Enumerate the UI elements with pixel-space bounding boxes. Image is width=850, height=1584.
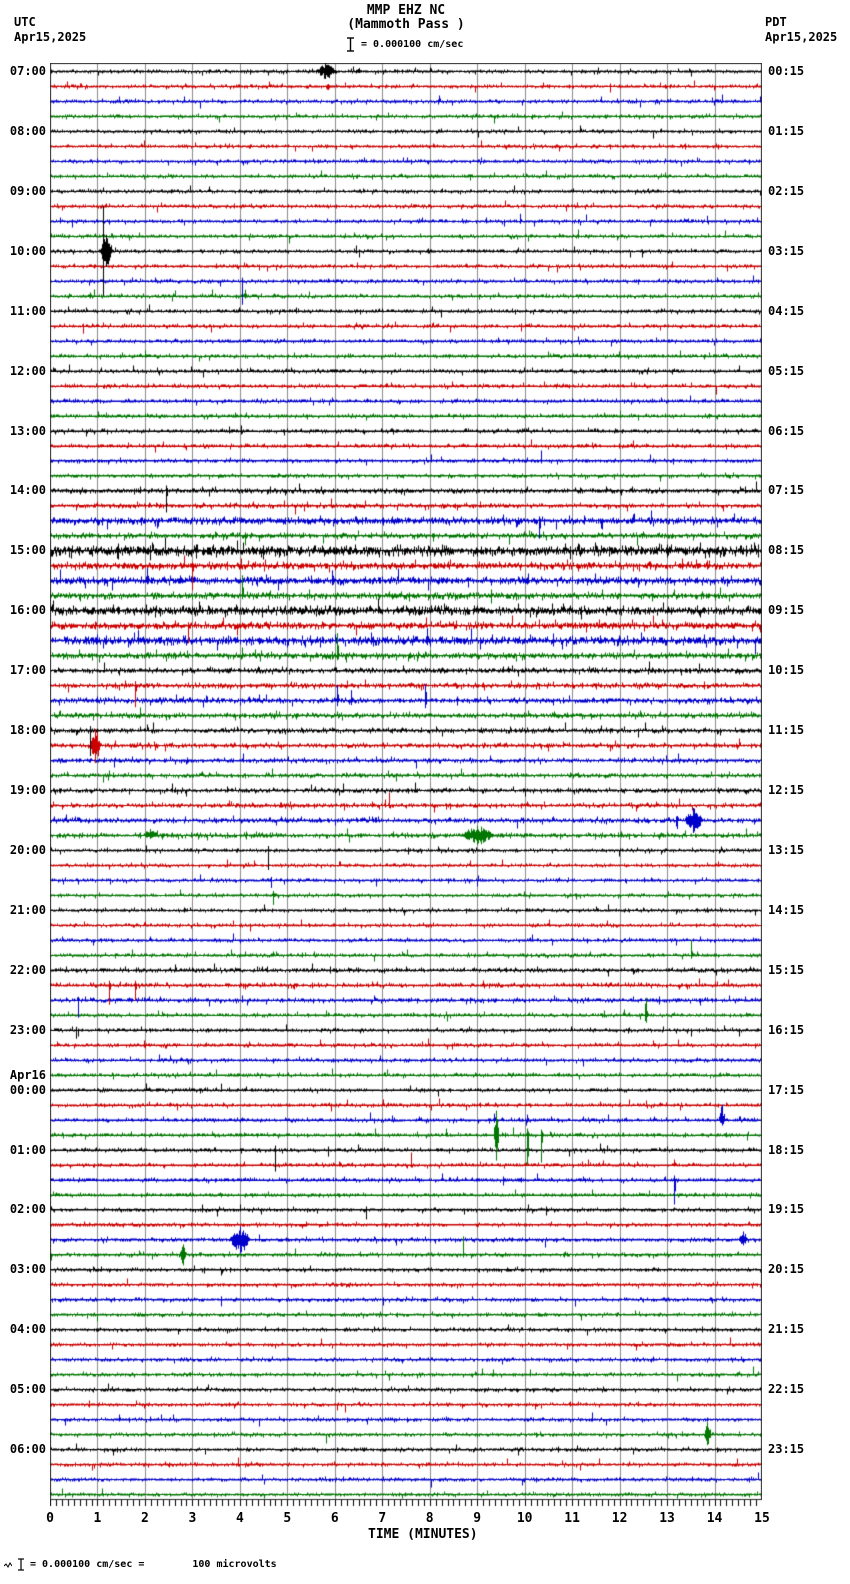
utc-hour-label: 03:00 <box>9 1262 46 1277</box>
x-tick-label: 15 <box>754 1511 770 1526</box>
pdt-hour-label: 10:15 <box>768 663 805 678</box>
utc-tz-label: UTC <box>14 15 36 29</box>
utc-hour-label: 20:00 <box>9 842 46 857</box>
pdt-hour-label: 05:15 <box>768 363 805 378</box>
x-tick-label: 11 <box>564 1511 580 1526</box>
utc-hour-label: 15:00 <box>9 543 46 558</box>
pdt-hour-label: 19:15 <box>768 1202 805 1217</box>
pdt-hour-label: 13:15 <box>768 842 805 857</box>
x-tick-label: 3 <box>188 1511 197 1526</box>
pdt-hour-label: 18:15 <box>768 1142 805 1157</box>
footnote-value: 100 microvolts <box>192 1559 277 1570</box>
x-tick-label: 4 <box>235 1511 244 1526</box>
x-tick-label: 5 <box>283 1511 292 1526</box>
pdt-hour-label: 11:15 <box>768 723 805 738</box>
x-tick-label: 14 <box>706 1511 723 1526</box>
utc-day-rollover-label: Apr16 <box>9 1067 46 1082</box>
x-tick-label: 8 <box>425 1511 434 1526</box>
pdt-hour-label: 02:15 <box>768 183 805 198</box>
utc-hour-label: 11:00 <box>9 303 46 318</box>
x-tick-label: 13 <box>659 1511 675 1526</box>
station-title: MMP EHZ NC <box>366 3 446 18</box>
utc-hour-label: 17:00 <box>9 663 46 678</box>
utc-hour-label: 13:00 <box>9 423 46 438</box>
utc-hour-label: 19:00 <box>9 783 46 798</box>
scale-bar-icon <box>346 37 355 52</box>
x-tick-label: 7 <box>378 1511 387 1526</box>
utc-hour-label: 14:00 <box>9 483 46 498</box>
footnote-equation: = 0.000100 cm/sec = <box>30 1559 145 1570</box>
utc-header: UTC Apr15,2025 <box>14 15 86 45</box>
pdt-hour-label: 07:15 <box>768 483 805 498</box>
utc-hour-label: 21:00 <box>9 902 46 917</box>
pdt-hour-label: 15:15 <box>768 962 805 977</box>
scale-label: = 0.000100 cm/sec <box>361 39 464 50</box>
pdt-hour-label: 03:15 <box>768 243 805 258</box>
pdt-date-label: Apr15,2025 <box>765 30 838 44</box>
pdt-hour-label: 08:15 <box>768 543 805 558</box>
utc-hour-label: 02:00 <box>9 1202 46 1217</box>
seismogram-plot[interactable] <box>50 63 762 1508</box>
mini-trace-icon <box>4 1561 12 1568</box>
x-tick-label: 9 <box>473 1511 482 1526</box>
pdt-tz-label: PDT <box>765 15 787 29</box>
utc-hour-label: 06:00 <box>9 1442 46 1457</box>
pdt-hour-label: 09:15 <box>768 603 805 618</box>
utc-hour-label: 23:00 <box>9 1022 46 1037</box>
x-tick-label: 6 <box>330 1511 339 1526</box>
x-tick-label: 12 <box>611 1511 628 1526</box>
pdt-header: PDT Apr15,2025 <box>765 15 837 45</box>
utc-hour-label: 04:00 <box>9 1322 46 1337</box>
utc-hour-label: 12:00 <box>9 363 46 378</box>
utc-hour-label: 00:00 <box>9 1082 46 1097</box>
footnote-scale-bar-icon <box>17 1558 25 1571</box>
footer-scale-note: = 0.000100 cm/sec = 100 microvolts <box>4 1558 277 1571</box>
utc-hour-label: 01:00 <box>9 1142 46 1157</box>
pdt-hour-label: 01:15 <box>768 123 805 138</box>
pdt-hour-label: 16:15 <box>768 1022 805 1037</box>
utc-hour-label: 16:00 <box>9 603 46 618</box>
amplitude-scale-legend: = 0.000100 cm/sec <box>346 37 463 52</box>
pdt-hour-label: 21:15 <box>768 1322 805 1337</box>
pdt-hour-label: 12:15 <box>768 783 805 798</box>
pdt-hour-label: 14:15 <box>768 902 805 917</box>
pdt-hour-label: 22:15 <box>768 1382 805 1397</box>
pdt-hour-label: 06:15 <box>768 423 805 438</box>
pdt-hour-label: 23:15 <box>768 1442 805 1457</box>
x-axis-title: TIME (MINUTES) <box>368 1527 478 1542</box>
utc-hour-label: 10:00 <box>9 243 46 258</box>
pdt-hour-label: 17:15 <box>768 1082 805 1097</box>
x-tick-label: 1 <box>93 1511 102 1526</box>
utc-hour-label: 08:00 <box>9 123 46 138</box>
x-tick-label: 10 <box>516 1511 533 1526</box>
pdt-hour-label: 04:15 <box>768 303 805 318</box>
utc-hour-label: 09:00 <box>9 183 46 198</box>
utc-hour-label: 07:00 <box>9 64 46 78</box>
x-tick-label: 0 <box>46 1511 54 1526</box>
utc-date-label: Apr15,2025 <box>14 30 87 44</box>
utc-hour-label: 05:00 <box>9 1382 46 1397</box>
utc-hour-label: 22:00 <box>9 962 46 977</box>
x-tick-label: 2 <box>141 1511 149 1526</box>
utc-hour-label: 18:00 <box>9 723 46 738</box>
pdt-hour-label: 00:15 <box>768 64 805 78</box>
station-subtitle: (Mammoth Pass ) <box>347 17 465 32</box>
pdt-hour-label: 20:15 <box>768 1262 805 1277</box>
